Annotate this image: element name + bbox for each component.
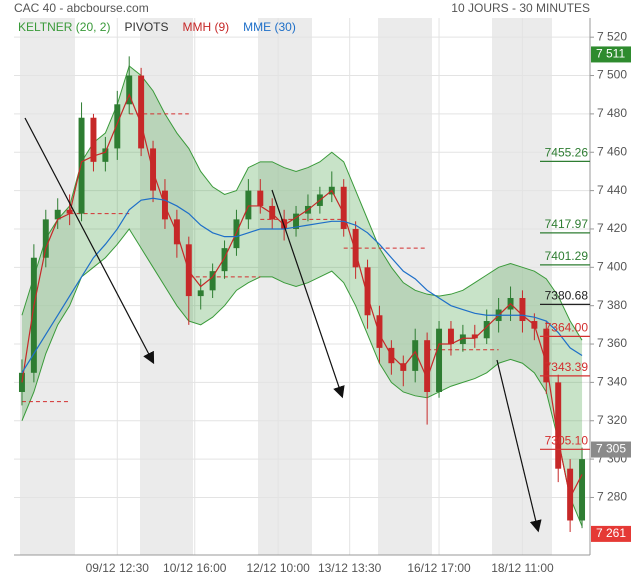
- candle-body: [269, 205, 276, 220]
- y-tick-label: 7 280: [597, 490, 627, 504]
- candle-body: [78, 117, 85, 214]
- candle-body: [436, 328, 443, 392]
- price-tag: [591, 46, 631, 63]
- candle-body: [209, 271, 216, 291]
- legend-entry: MMH (9): [183, 20, 230, 34]
- candle-body: [197, 290, 204, 297]
- candle-body: [340, 186, 347, 229]
- x-tick-label: 12/12 10:00: [246, 561, 310, 575]
- x-tick-label: 18/12 11:00: [491, 561, 554, 575]
- candle-body: [543, 328, 550, 383]
- candle-body: [412, 340, 419, 371]
- candle-body: [42, 219, 49, 258]
- candle-body: [54, 209, 61, 220]
- candle-body: [376, 315, 383, 348]
- price-tag-label: 7 261: [596, 526, 626, 540]
- price-tag-label: 7 305: [596, 442, 626, 456]
- x-tick-label: 13/12 13:30: [318, 561, 382, 575]
- candle-body: [126, 75, 133, 105]
- period: 10 JOURS - 30 MINUTES: [451, 1, 590, 15]
- x-tick-label: 16/12 17:00: [407, 561, 471, 575]
- y-tick-label: 7 340: [597, 375, 627, 389]
- y-tick-label: 7 320: [597, 413, 627, 427]
- keltner-lower: [21, 228, 583, 527]
- level-label: 7380.68: [545, 289, 589, 303]
- legend: KELTNER (20, 2) PIVOTS MMH (9) MME (30): [18, 20, 296, 34]
- level-label: 7417.97: [545, 217, 589, 231]
- legend-entry: PIVOTS: [124, 20, 168, 34]
- chart-title: CAC 40 - abcbourse.com: [14, 1, 149, 15]
- y-tick-label: 7 520: [597, 29, 627, 43]
- y-tick-label: 7 360: [597, 336, 627, 350]
- candle-body: [257, 190, 264, 206]
- keltner-fill: [21, 65, 583, 527]
- y-tick-label: 7 460: [597, 144, 627, 158]
- y-tick-label: 7 500: [597, 68, 627, 82]
- candle-body: [579, 459, 586, 521]
- level-label: 7305.10: [545, 433, 589, 447]
- trend-arrows: [24, 117, 542, 533]
- candle-body: [114, 104, 121, 149]
- legend-entry: KELTNER (20, 2): [18, 20, 110, 34]
- candle-body: [519, 298, 526, 322]
- candle-body: [30, 257, 37, 373]
- y-tick-label: 7 480: [597, 106, 627, 120]
- price-tag: [591, 525, 631, 542]
- y-tick-label: 7 400: [597, 259, 627, 273]
- x-tick-label: 10/12 16:00: [163, 561, 227, 575]
- candle-body: [245, 190, 252, 220]
- candle-body: [90, 117, 97, 162]
- ma-line: [21, 197, 583, 374]
- candle-body: [102, 148, 109, 162]
- candle-body: [221, 248, 228, 272]
- candle-body: [483, 321, 490, 339]
- ma-line: [21, 93, 583, 500]
- candle-body: [471, 334, 478, 339]
- candle-body: [424, 340, 431, 392]
- level-label: 7364.00: [545, 321, 589, 335]
- y-tick-label: 7 420: [597, 221, 627, 235]
- x-tick-label: 09/12 12:30: [86, 561, 150, 575]
- y-tick-label: 7 440: [597, 183, 627, 197]
- price-tag: [591, 441, 631, 458]
- candle-body: [555, 382, 562, 469]
- candle-body: [293, 213, 300, 229]
- candle-body: [459, 334, 466, 345]
- legend-entry: MME (30): [243, 20, 296, 34]
- candle-body: [138, 75, 145, 149]
- level-label: 7455.26: [545, 146, 589, 160]
- candle-body: [364, 267, 371, 316]
- level-label: 7401.29: [545, 249, 589, 263]
- candle-body: [352, 228, 359, 268]
- plot-area: [18, 56, 586, 532]
- level-label: 7343.39: [545, 360, 589, 374]
- price-tag-label: 7 511: [596, 47, 625, 61]
- candle-body: [447, 328, 454, 345]
- y-tick-label: 7 380: [597, 298, 627, 312]
